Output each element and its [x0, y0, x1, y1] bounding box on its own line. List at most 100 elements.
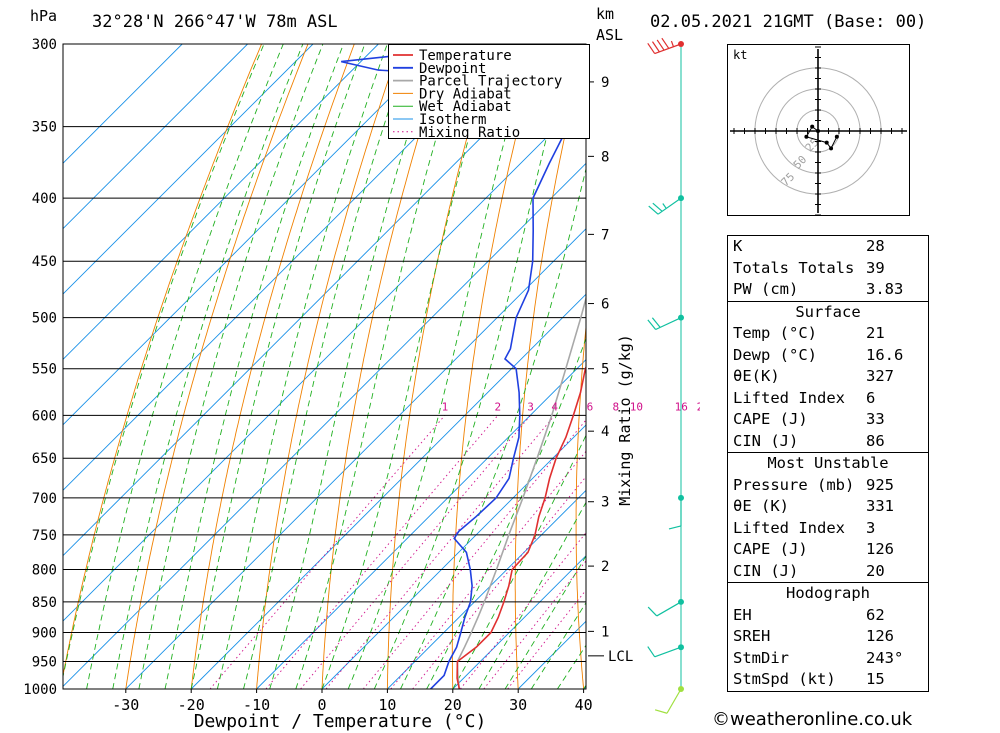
index-label: PW (cm)	[733, 280, 799, 298]
legend-dry-adiabat: Dry Adiabat	[393, 86, 512, 102]
legend-label: Parcel Trajectory	[419, 74, 562, 90]
temperature-tick-label: -20	[178, 696, 205, 714]
index-value: 3.83	[866, 280, 904, 298]
wind-barb-feather	[661, 37, 670, 49]
wet-adiabat-line	[112, 44, 304, 689]
index-label: SREH	[733, 627, 771, 645]
location-title: 32°28'N 266°47'W 78m ASL	[92, 12, 338, 32]
mixing-ratio-labels: 12346810162025	[442, 400, 700, 413]
hodograph-point	[824, 140, 829, 145]
wind-barb-half-feather	[670, 40, 675, 47]
section-title: Surface	[795, 302, 861, 321]
hodograph-ring-label: 50	[791, 153, 810, 172]
mixing-ratio-line	[325, 415, 556, 689]
index-label: θE(K)	[733, 367, 780, 385]
mixing-ratio-tick-label: 2	[495, 400, 502, 413]
index-value: 243°	[866, 648, 904, 667]
index-row: CIN (J) 86	[728, 431, 928, 453]
legend-mixing-ratio: Mixing Ratio	[393, 125, 520, 141]
index-label: Lifted Index	[733, 388, 845, 407]
legend-temperature: Temperature	[393, 48, 512, 64]
index-row: K 28	[728, 236, 928, 258]
isotherm-line	[63, 162, 586, 688]
wind-barb-feather	[668, 525, 682, 530]
wet-adiabat-line	[86, 44, 284, 689]
index-label: Pressure (mb)	[733, 475, 855, 494]
pressure-tick-label: 950	[32, 655, 57, 671]
index-value: 39	[866, 258, 885, 277]
wet-adiabat-line	[426, 337, 586, 689]
temperature-tick-label: 10	[378, 696, 396, 714]
isotherm-line	[649, 44, 700, 689]
wind-barb-feather	[648, 205, 659, 215]
isotherm-line	[452, 555, 586, 689]
index-row: Lifted Index 3	[728, 518, 928, 540]
index-value: 126	[866, 540, 894, 558]
mixing-ratio-tick-label: 20	[697, 400, 700, 413]
height-tick-label: 6	[601, 297, 609, 313]
wind-barb-staff	[657, 197, 682, 215]
index-label: Dewp (°C)	[733, 345, 817, 364]
pressure-tick-label: 750	[32, 528, 57, 544]
index-value: 15	[866, 670, 885, 688]
legend-isotherm: Isotherm	[393, 112, 486, 128]
general-indices: K 28 Totals Totals 39 PW (cm) 3.83	[728, 236, 928, 301]
height-tick-label: 9	[601, 75, 609, 91]
index-row: CIN (J) 20	[728, 561, 928, 583]
height-tick-label: 8	[601, 149, 609, 165]
index-label: StmSpd (kt)	[733, 670, 836, 688]
wet-adiabat-line	[478, 501, 586, 689]
index-label: CIN (J)	[733, 431, 799, 450]
isotherm-line	[63, 44, 183, 164]
hodograph-point	[829, 146, 834, 151]
mixing-ratio-tick-label: 6	[587, 400, 594, 413]
index-value: 62	[866, 605, 885, 624]
index-label: CAPE (J)	[733, 540, 808, 558]
pressure-tick-label: 400	[32, 191, 57, 207]
isotherm-line	[63, 44, 248, 230]
pressure-tick-label: 300	[32, 37, 57, 53]
height-tick-label: 7	[601, 227, 609, 243]
plot-frame	[62, 43, 587, 690]
wind-barb-staff	[655, 317, 682, 331]
pressure-tick-label: 450	[32, 254, 57, 270]
hodograph-unit: kt	[733, 48, 747, 62]
section-title: Hodograph	[786, 584, 870, 602]
isotherm-lines	[63, 44, 700, 689]
indices-panel: K 28 Totals Totals 39 PW (cm) 3.83 Surface …	[727, 235, 929, 692]
dry-adiabat-line	[635, 44, 679, 689]
pressure-tick-label: 500	[32, 311, 57, 327]
index-row: CAPE (J) 126	[728, 539, 928, 561]
copyright-link[interactable]: ©weatheronline.co.uk	[712, 709, 913, 730]
height-axis: 9 8 7 6 5 4 3 2 1 LCL	[588, 75, 633, 665]
index-value: 3	[866, 518, 876, 537]
index-value: 21	[866, 324, 885, 342]
index-row: θE (K) 331	[728, 496, 928, 518]
hodograph-point	[804, 134, 809, 139]
mixing-ratio-line	[507, 589, 586, 689]
hodograph-point	[834, 134, 839, 139]
x-axis-label: Dewpoint / Temperature (°C)	[194, 711, 487, 732]
wind-barb-feather	[647, 42, 656, 54]
index-label: StmDir	[733, 648, 789, 667]
hodograph-panel: kt 25 50 75	[727, 44, 910, 216]
height-unit-km: km	[596, 5, 615, 23]
pressure-tick-label: 800	[32, 562, 57, 578]
index-value: 925	[866, 475, 894, 494]
legend-dewpoint: Dewpoint	[393, 61, 486, 77]
legend-label: Mixing Ratio	[419, 125, 520, 138]
wind-barb	[648, 195, 684, 215]
index-row: Pressure (mb) 925	[728, 475, 928, 497]
wet-adiabat-line	[373, 44, 571, 689]
wind-barb	[654, 686, 684, 714]
index-value: 28	[866, 237, 885, 255]
mixing-ratio-line	[300, 415, 531, 689]
mixing-ratio-tick-label: 1	[442, 400, 449, 413]
index-label: K	[733, 237, 743, 255]
wet-adiabat-line	[452, 434, 586, 689]
legend-label: Isotherm	[419, 112, 486, 128]
mixing-ratio-axis-label: Mixing Ratio (g/kg)	[616, 334, 634, 506]
legend-label: Wet Adiabat	[419, 99, 512, 115]
index-value: 86	[866, 431, 885, 450]
legend-label: Dewpoint	[419, 61, 486, 77]
